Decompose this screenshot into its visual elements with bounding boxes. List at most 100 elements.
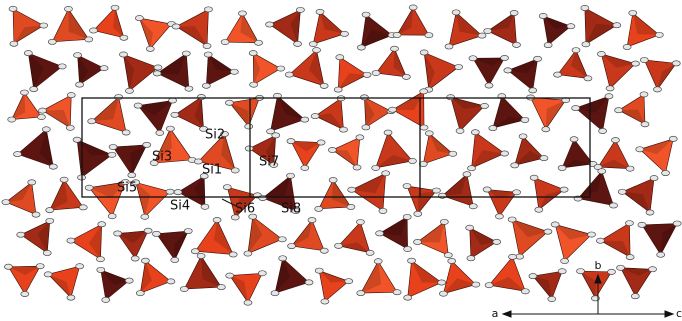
tetrahedron-face [418,222,445,243]
oxygen-atom [308,217,316,222]
oxygen-atom [655,32,663,37]
oxygen-atom [204,7,212,12]
oxygen-atom [315,268,323,273]
oxygen-atom [485,283,493,288]
oxygen-atom [456,128,464,133]
oxygen-atom [172,24,180,29]
oxygen-atom [225,100,233,105]
oxygen-atom [617,265,625,270]
oxygen-atom [420,50,428,55]
oxygen-atom [611,138,619,143]
oxygen-atom [548,296,556,301]
oxygen-atom [439,291,447,296]
oxygen-atom [363,72,371,77]
oxygen-atom [9,6,17,11]
oxygen-atom [544,229,552,234]
oxygen-atom [309,41,317,46]
oxygen-atom [570,137,578,142]
oxygen-atom [67,295,75,300]
oxygen-atom [403,183,411,188]
oxygen-atom [636,147,644,152]
oxygen-atom [572,48,580,53]
oxygen-atom [285,72,293,77]
oxygen-atom [141,258,149,263]
oxygen-atom [226,273,234,278]
oxygen-atom [21,291,29,296]
oxygen-atom [202,83,210,88]
oxygen-atom [96,257,104,262]
site-label: Si2 [205,128,225,143]
oxygen-atom [356,219,364,224]
oxygen-atom [582,42,590,47]
oxygen-atom [122,130,130,135]
oxygen-atom [577,269,585,274]
oxygen-atom [501,55,509,60]
oxygen-atom [8,117,16,122]
oxygen-atom [357,45,365,50]
oxygen-atom [119,52,127,57]
oxygen-atom [495,214,503,219]
oxygen-atom [320,83,328,88]
oxygen-atom [534,56,542,61]
oxygen-atom [657,252,665,257]
oxygen-atom [535,207,543,212]
oxygen-atom [197,94,205,99]
oxygen-atom [613,23,621,28]
oxygen-atom [615,108,623,113]
oxygen-atom [259,195,267,200]
oxygen-atom [58,64,66,69]
oxygen-atom [483,187,491,192]
oxygen-atom [296,7,304,12]
oxygen-atom [125,88,133,93]
arrow-head [503,311,511,317]
oxygen-atom [115,94,123,99]
oxygen-atom [305,280,313,285]
oxygen-atom [271,291,279,296]
oxygen-atom [73,137,81,142]
oxygen-atom [638,222,646,227]
oxygen-atom [114,231,122,236]
oxygen-atom [403,214,411,219]
oxygen-atom [184,228,192,233]
oxygen-atom [153,71,161,76]
oxygen-atom [30,86,38,91]
site-label: Si5 [117,181,137,196]
oxygen-atom [38,108,46,113]
oxygen-atom [469,56,477,61]
oxygen-atom [605,94,613,99]
oxygen-atom [203,43,211,48]
oxygen-atom [182,51,190,56]
site-label: Si8 [281,202,301,217]
oxygen-atom [14,151,22,156]
oxygen-atom [669,136,677,141]
oxygen-atom [409,5,417,10]
oxygen-atom [347,204,355,209]
tetrahedron [640,139,673,173]
arrow-head [665,311,673,317]
oxygen-atom [317,140,325,145]
oxygen-atom [279,256,287,261]
oxygen-atom [357,291,365,296]
oxygen-atom [339,127,347,132]
oxygen-atom [402,74,410,79]
oxygen-atom [223,185,231,190]
oxygen-atom [420,125,428,130]
site-label: Si3 [152,150,172,165]
oxygen-atom [221,39,229,44]
oxygen-atom [335,243,343,248]
oxygen-atom [485,83,493,88]
oxygen-atom [156,130,164,135]
oxygen-atom [356,135,364,140]
oxygen-atom [472,282,480,287]
oxygen-atom [455,64,463,69]
oxygen-atom [171,257,179,262]
oxygen-atom [277,66,285,71]
oxygen-atom [641,122,649,127]
oxygen-atom [653,87,661,92]
oxygen-atom [625,221,633,226]
oxygen-atom [288,243,296,248]
oxygen-atom [185,86,193,91]
oxygen-atom [449,151,457,156]
oxygen-atom [166,189,174,194]
oxygen-atom [278,237,286,242]
